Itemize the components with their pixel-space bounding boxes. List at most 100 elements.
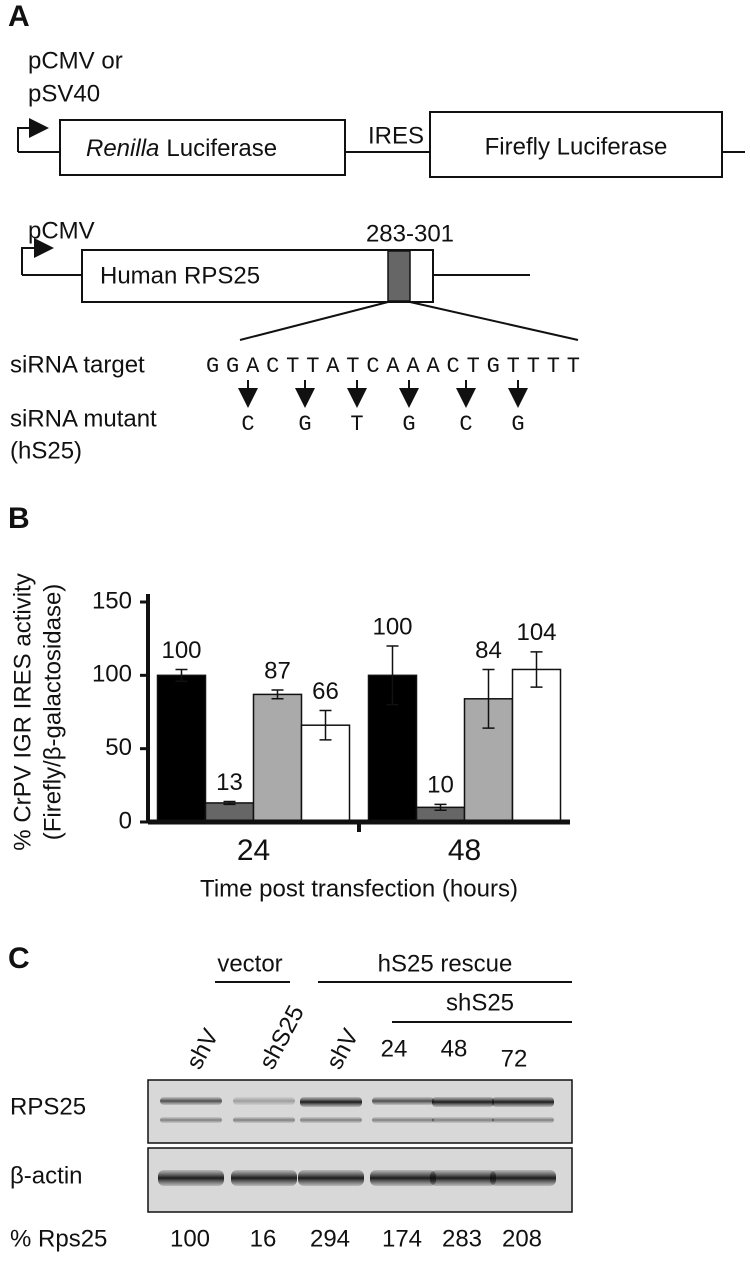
- lane-label: 72: [501, 1045, 528, 1072]
- gene-label-rest: Luciferase: [166, 135, 277, 162]
- blot-band: [492, 1097, 554, 1107]
- error-bar: [434, 803, 447, 812]
- quant-value: 208: [502, 1225, 542, 1252]
- blot-band: [300, 1097, 362, 1107]
- error-bar-line: [482, 668, 495, 729]
- blot-band: [158, 1170, 224, 1186]
- quant-value: 100: [170, 1225, 210, 1252]
- error-bar-line: [386, 645, 399, 706]
- gene-label: Human RPS25: [100, 262, 260, 289]
- error-bar-line: [530, 651, 543, 688]
- x-tick-label: 48: [448, 834, 481, 867]
- value-label: 84: [475, 637, 502, 664]
- value-label: 13: [216, 769, 243, 796]
- promoter-arrow: [17, 118, 49, 152]
- blot-band: [233, 1117, 295, 1123]
- blot-band: [492, 1117, 554, 1123]
- mutation-base: G: [298, 412, 311, 437]
- value-label: 66: [312, 678, 339, 705]
- mutation-base: G: [511, 412, 524, 437]
- error-bar: [223, 800, 236, 806]
- quant-value: 16: [250, 1225, 277, 1252]
- value-label: 100: [372, 613, 412, 640]
- y-axis-label: (Firefly/β-galactosidase): [39, 584, 66, 841]
- row-label: siRNA mutant: [10, 405, 157, 432]
- quant-value: 174: [382, 1225, 422, 1252]
- gene-box: [81, 249, 434, 303]
- lane-label: shS25: [254, 1001, 310, 1074]
- value-label: 10: [427, 772, 454, 799]
- value-label: 104: [516, 619, 556, 646]
- error-bar: [319, 709, 332, 741]
- bar: [156, 674, 207, 823]
- bar: [252, 693, 303, 823]
- blot-band: [300, 1117, 362, 1123]
- error-bar: [386, 645, 399, 706]
- gene-box: [59, 119, 346, 176]
- sequence: GGACTTATCAAACTGTTTT: [206, 354, 580, 379]
- blot-band: [160, 1117, 222, 1123]
- quant-value: 283: [442, 1225, 482, 1252]
- y-tick-label: 0: [119, 807, 132, 834]
- blot: [147, 1079, 573, 1144]
- value-label: 87: [264, 657, 291, 684]
- blot-band: [372, 1117, 434, 1123]
- gene-label: Firefly Luciferase: [485, 133, 668, 160]
- panel-label: A: [8, 0, 30, 33]
- row-label: % Rps25: [10, 1225, 107, 1252]
- blot-band: [490, 1170, 556, 1186]
- zoom-line: [239, 301, 579, 341]
- lane-label: 48: [441, 1035, 468, 1062]
- panel-label: B: [8, 502, 30, 535]
- value-label: 100: [161, 637, 201, 664]
- blot-band: [432, 1097, 494, 1107]
- y-axis-label: % CrPV IGR IRES activity: [9, 573, 36, 850]
- bar: [300, 724, 351, 823]
- row-label: (hS25): [10, 437, 82, 464]
- blot-band: [372, 1097, 434, 1105]
- blot-band: [370, 1170, 436, 1186]
- error-bar-line: [175, 668, 188, 682]
- y-tick-label: 100: [92, 661, 132, 688]
- error-bar-line: [319, 709, 332, 741]
- row-label: β-actin: [10, 1162, 83, 1189]
- error-bar-line: [223, 800, 236, 806]
- x-axis-label: Time post transfection (hours): [200, 875, 518, 902]
- bar: [204, 802, 255, 823]
- ires-label: IRES: [368, 122, 424, 149]
- blot-band: [160, 1097, 222, 1105]
- blot-band: [298, 1170, 364, 1186]
- error-bar: [530, 651, 543, 688]
- row-label: RPS25: [10, 1093, 86, 1120]
- lane-label: shV: [181, 1025, 224, 1074]
- blot-band: [432, 1117, 494, 1123]
- bar: [511, 668, 562, 823]
- gene-box: [429, 111, 723, 178]
- mutation-base: G: [402, 412, 415, 437]
- blot-band: [233, 1097, 295, 1105]
- error-bar: [482, 668, 495, 729]
- gene-label-italic: Renilla: [86, 135, 159, 162]
- group-label: hS25 rescue: [378, 950, 513, 977]
- y-tick-label: 150: [92, 587, 132, 614]
- group-label: shS25: [446, 989, 514, 1016]
- mutation-base: C: [241, 412, 254, 437]
- x-tick-label: 24: [237, 834, 270, 867]
- error-bar-line: [271, 689, 284, 700]
- lane-label: shV: [321, 1025, 364, 1074]
- promoter-label: pCMV or: [28, 47, 123, 74]
- error-bar: [175, 668, 188, 682]
- region-label: 283-301: [366, 220, 454, 247]
- promoter-arrow: [21, 238, 54, 275]
- lane-label: 24: [381, 1035, 408, 1062]
- panel-label: C: [8, 942, 30, 975]
- gene-label: Renilla Luciferase: [86, 135, 277, 162]
- error-bar: [271, 689, 284, 700]
- mutation-base: C: [459, 412, 472, 437]
- blot-band: [430, 1170, 496, 1186]
- mutation-base: T: [350, 412, 363, 437]
- quant-value: 294: [310, 1225, 350, 1252]
- promoter-label: pSV40: [28, 80, 100, 107]
- promoter-label: pCMV: [28, 217, 95, 244]
